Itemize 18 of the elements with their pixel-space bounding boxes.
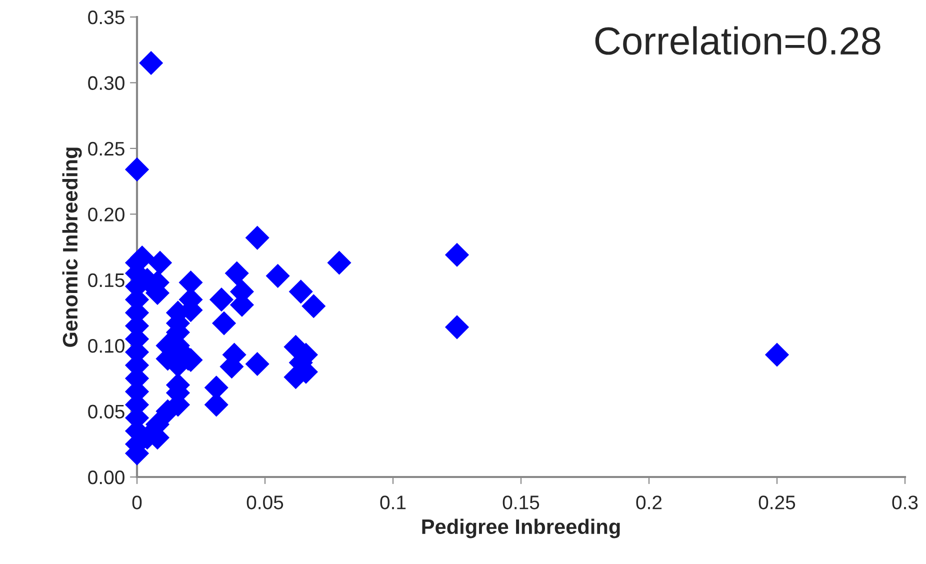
- y-tick-label: 0.15: [88, 273, 124, 288]
- y-tick-label: 0.25: [88, 142, 124, 156]
- x-tick-label: 0.15: [502, 496, 540, 510]
- y-tick-label: 0.10: [88, 339, 124, 353]
- x-tick-label: 0.05: [246, 496, 284, 510]
- x-axis-title: Pedigree Inbreeding: [422, 518, 620, 538]
- x-tick-label: 0.1: [380, 496, 406, 510]
- y-axis-title: Genomic Inbreeding: [62, 148, 82, 347]
- y-tick-label: 0.30: [88, 76, 124, 90]
- y-tick-label: 0.20: [88, 208, 124, 222]
- y-tick-label: 0.35: [88, 10, 124, 24]
- x-tick-label: 0.2: [636, 496, 662, 510]
- y-tick-label: 0.00: [88, 470, 124, 484]
- y-tick-label: 0.05: [88, 404, 124, 419]
- x-tick-label: 0: [132, 496, 142, 510]
- x-tick-label: 0.25: [758, 496, 796, 510]
- x-tick-label: 0.3: [892, 496, 918, 510]
- annotation: Correlation=0.28: [595, 26, 880, 55]
